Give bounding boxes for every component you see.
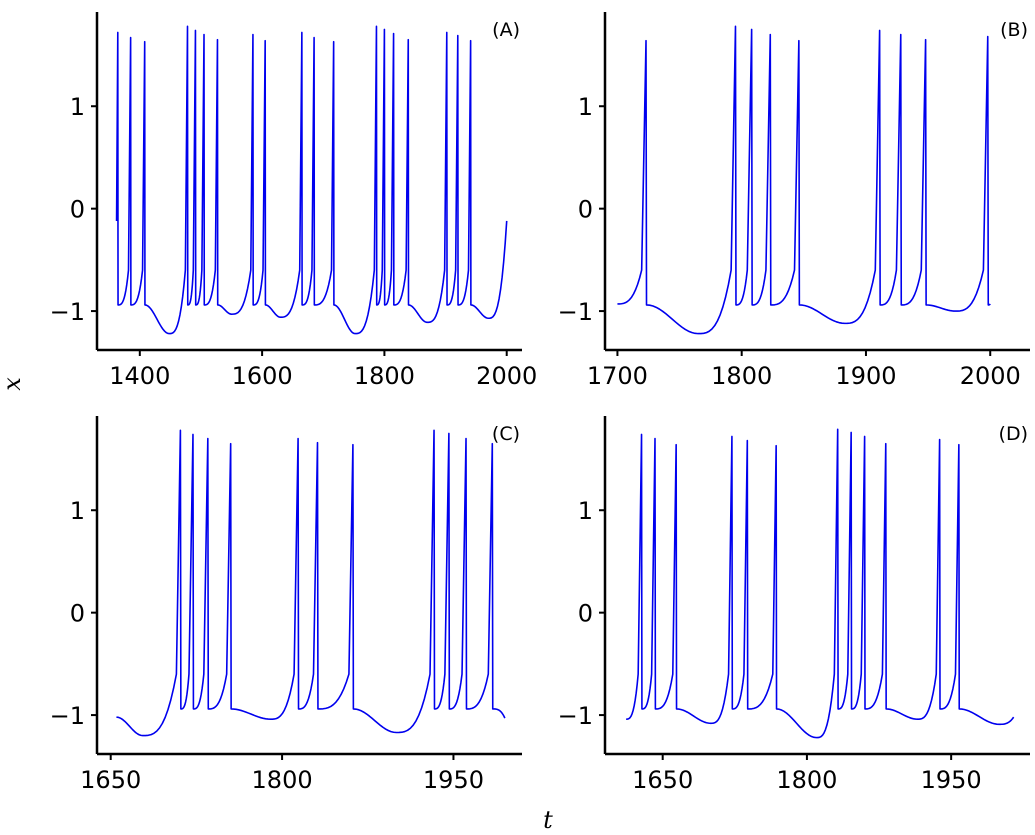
y-tick-label-b: 1 <box>578 93 593 121</box>
y-tick-label-c: 1 <box>70 497 85 525</box>
y-tick-label-c: −1 <box>50 702 85 730</box>
series-line-a <box>115 25 508 335</box>
panel-label-b: (B) <box>1000 19 1028 41</box>
y-tick-label-a: −1 <box>50 298 85 326</box>
x-tick-label-b: 1900 <box>835 362 896 390</box>
panel-a: 1400 1600 1800 2000 −1 0 1 (A) <box>50 12 537 390</box>
series-line-b <box>617 25 991 335</box>
panel-b: 1700 1800 1900 2000 −1 0 1 (B) <box>558 12 1030 390</box>
x-tick-label-b: 1800 <box>711 362 772 390</box>
panel-c: 1650 1800 1950 −1 0 1 (C) <box>50 416 522 794</box>
x-tick-label-d: 1800 <box>776 766 837 794</box>
x-tick-label-c: 1950 <box>423 766 484 794</box>
y-tick-label-c: 0 <box>70 600 85 628</box>
y-tick-label-d: 1 <box>578 497 593 525</box>
x-tick-label-a: 1600 <box>232 362 293 390</box>
x-tick-label-a: 1400 <box>109 362 170 390</box>
y-tick-label-b: −1 <box>558 298 593 326</box>
panel-label-a: (A) <box>492 19 520 41</box>
panel-label-c: (C) <box>492 423 520 445</box>
y-tick-label-d: 0 <box>578 600 593 628</box>
x-tick-label-d: 1650 <box>632 766 693 794</box>
series-line-c <box>116 429 506 737</box>
x-axis-title: t <box>543 806 553 834</box>
x-tick-label-b: 1700 <box>587 362 648 390</box>
y-tick-label-d: −1 <box>558 702 593 730</box>
x-tick-label-c: 1800 <box>252 766 313 794</box>
panel-d: 1650 1800 1950 −1 0 1 (D) <box>558 416 1030 794</box>
y-axis-title: x <box>0 377 26 391</box>
x-tick-label-c: 1650 <box>80 766 141 794</box>
x-tick-label-b: 2000 <box>960 362 1021 390</box>
y-tick-label-a: 0 <box>70 196 85 224</box>
y-tick-label-b: 0 <box>578 196 593 224</box>
y-tick-label-a: 1 <box>70 93 85 121</box>
panel-label-d: (D) <box>999 423 1028 445</box>
x-tick-label-d: 1950 <box>921 766 982 794</box>
x-tick-label-a: 2000 <box>476 362 537 390</box>
series-line-d <box>626 428 1015 739</box>
x-tick-label-a: 1800 <box>354 362 415 390</box>
